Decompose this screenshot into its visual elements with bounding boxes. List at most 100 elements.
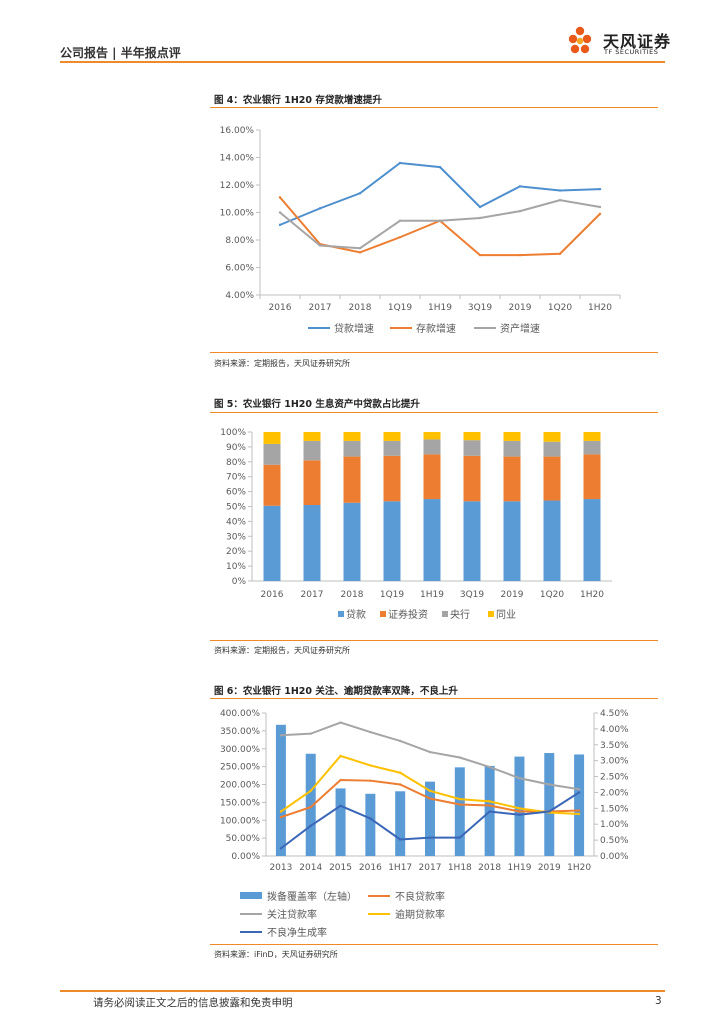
bar-segment-1 — [583, 454, 601, 500]
bar-segment-0 — [463, 501, 481, 581]
line-series-0-point — [518, 810, 521, 813]
y-tick-label: 6.00% — [225, 264, 254, 274]
footer-disclaimer: 请务必阅读正文之后的信息披露和免责申明 — [93, 997, 293, 1009]
x-tick-label: 2013 — [269, 863, 292, 873]
bar-segment-0 — [343, 502, 361, 581]
bar-segment-0 — [423, 499, 441, 581]
coverage-bar — [305, 753, 316, 856]
x-tick-label: 1H19 — [428, 303, 452, 313]
series-2-point — [358, 247, 362, 250]
legend-label: 资产增速 — [500, 322, 540, 335]
line-series-0-point — [309, 805, 312, 809]
right-tick-label: 3.00% — [600, 757, 629, 767]
series-1-point — [358, 251, 362, 254]
bar-segment-1 — [503, 456, 521, 502]
report-type: 公司报告 | 半年报点评 — [60, 46, 181, 60]
coverage-bar — [425, 781, 435, 856]
x-tick-label: 2019 — [509, 303, 532, 313]
line-series-0-point — [279, 816, 283, 819]
line-series-2-point — [398, 771, 402, 774]
series-0-point — [598, 187, 602, 191]
y-tick-label: 70% — [226, 473, 246, 483]
series-2-point — [438, 219, 442, 222]
line-series-3-point — [518, 813, 521, 816]
figure-6-title: 图 6：农业银行 1H20 关注、逾期贷款率双降，不良上升 — [214, 686, 458, 697]
bar-segment-0 — [543, 500, 561, 581]
line-series-0-point — [458, 803, 462, 806]
y-tick-label: 60% — [226, 488, 246, 498]
left-tick-label: 150.00% — [220, 798, 260, 808]
bar-segment-2 — [263, 443, 281, 465]
bar-segment-1 — [383, 455, 401, 502]
series-1-point — [558, 252, 562, 255]
right-tick-label: 2.50% — [600, 773, 629, 783]
line-series-2-point — [428, 789, 432, 793]
x-tick-label: 2018 — [478, 863, 501, 873]
series-0-point — [358, 192, 362, 195]
x-tick-label: 2018 — [341, 590, 364, 600]
line-series-2-point — [309, 789, 312, 793]
header-rule — [60, 61, 665, 63]
line-series-1-point — [279, 734, 283, 737]
bar-segment-3 — [503, 432, 521, 441]
coverage-bar — [454, 767, 465, 856]
figure-4-title: 图 4：农业银行 1H20 存贷款增速提升 — [214, 95, 382, 106]
x-tick-label: 2016 — [269, 303, 292, 313]
x-tick-label: 1Q20 — [540, 590, 565, 600]
line-series-1-point — [577, 788, 581, 791]
coverage-bar — [275, 724, 286, 856]
x-tick-label: 1Q19 — [388, 303, 413, 313]
bar-segment-1 — [303, 460, 321, 506]
series-line-0 — [279, 161, 601, 226]
legend-label: 央行 — [450, 608, 470, 621]
x-tick-label: 1Q19 — [380, 590, 405, 600]
bar-segment-2 — [543, 441, 561, 457]
bar-segment-1 — [423, 454, 441, 500]
loan-deposit-growth-chart: 4.00% 6.00% 8.00% 10.00% 12.00% 14.00% 16.00% 2… — [220, 126, 621, 335]
x-tick-label: 3Q19 — [460, 590, 485, 600]
legend-swatch — [488, 611, 494, 617]
line-series-3-point — [339, 804, 342, 807]
figure-4-top-rule — [210, 107, 658, 108]
legend-swatch — [442, 611, 448, 617]
x-tick-label: 1H19 — [420, 590, 444, 600]
line-series-0-point — [339, 778, 342, 782]
x-tick-label: 2015 — [329, 863, 352, 873]
page-number: 3 — [655, 995, 662, 1007]
coverage-bar — [365, 793, 376, 856]
series-1-point — [478, 253, 482, 257]
bar-segment-0 — [303, 505, 321, 581]
line-series-2-point — [458, 797, 462, 801]
right-tick-label: 1.00% — [600, 820, 629, 830]
series-2-point — [558, 198, 562, 202]
bar-segment-1 — [463, 455, 481, 502]
asset-mix-chart: 0% 10% 20% 30% 40% 50% 60% 70% 80% 90% 100% 2016 201… — [220, 428, 612, 621]
x-tick-label: 3Q19 — [468, 303, 493, 313]
line-series-3-point — [548, 810, 551, 813]
x-tick-label: 2019 — [501, 590, 524, 600]
series-2-point — [318, 244, 322, 247]
figure-6-top-rule — [210, 698, 658, 699]
right-tick-label: 0.50% — [600, 836, 629, 846]
left-tick-label: 200.00% — [220, 781, 260, 791]
y-tick-label: 40% — [226, 517, 246, 527]
x-tick-label: 2017 — [309, 303, 332, 313]
line-series-0-point — [369, 779, 372, 782]
line-series-1-point — [369, 730, 372, 734]
bar-segment-0 — [383, 501, 401, 581]
left-tick-label: 50.00% — [226, 834, 261, 844]
bar-segment-0 — [583, 499, 601, 581]
line-series-1-point — [458, 756, 462, 759]
line-series-2-point — [279, 810, 283, 813]
series-0-point — [478, 205, 482, 209]
line-series-3-point — [309, 824, 312, 828]
bar-segment-0 — [263, 505, 281, 581]
right-tick-label: 0.00% — [600, 852, 629, 862]
line-series-2-point — [339, 754, 342, 758]
series-0-point — [318, 207, 322, 210]
series-0-point — [398, 161, 402, 165]
y-tick-label: 20% — [226, 547, 246, 557]
legend-swatch — [380, 611, 386, 617]
legend-label: 逾期贷款率 — [395, 908, 445, 921]
bar-segment-2 — [303, 440, 321, 461]
